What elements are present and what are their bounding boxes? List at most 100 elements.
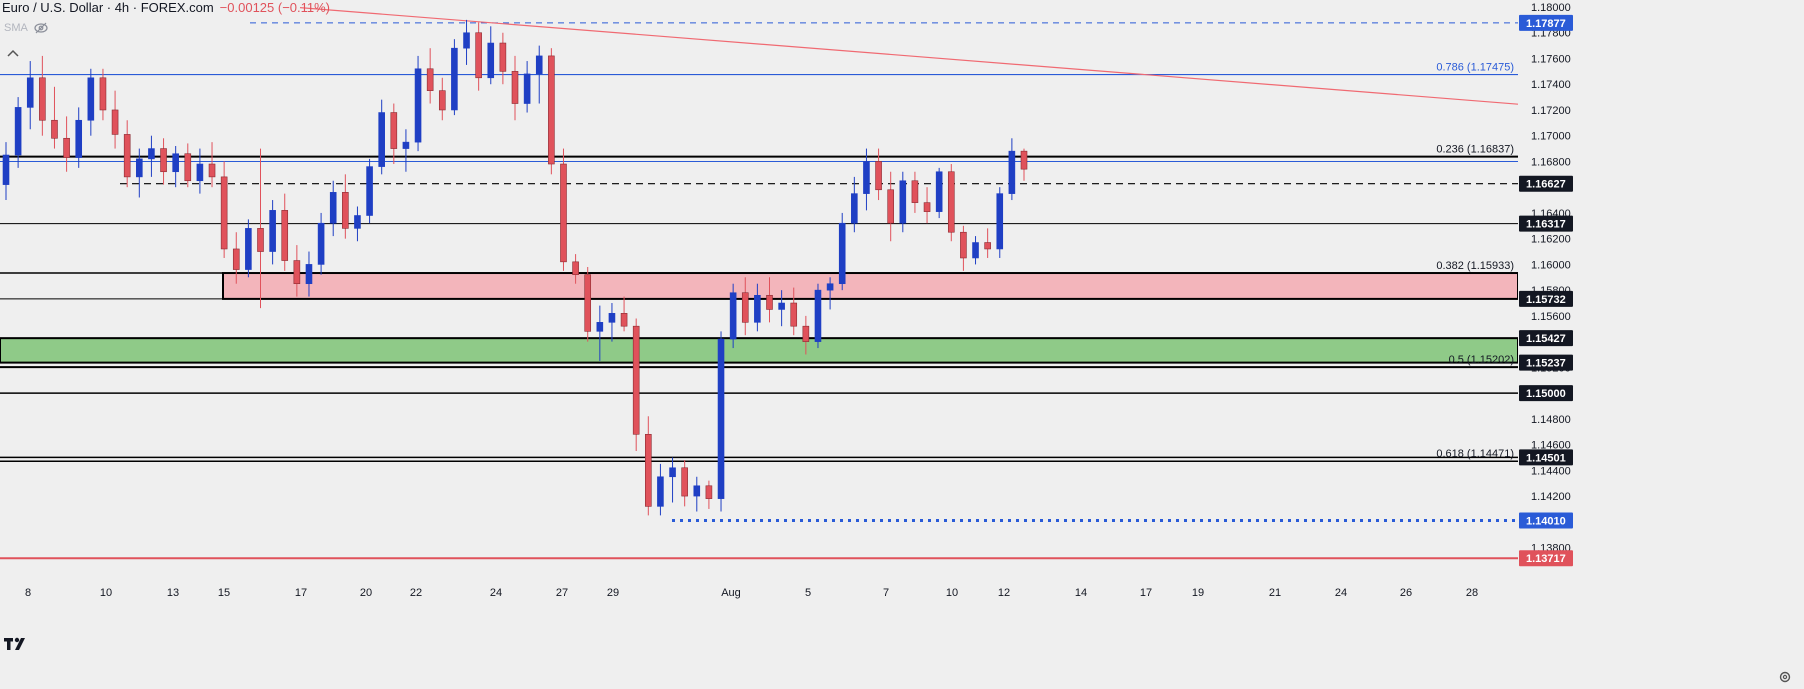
candle-73 — [887, 171, 894, 242]
y-tick-label-0: 1.18000 — [1531, 2, 1571, 14]
candle-77 — [935, 167, 943, 219]
candle-body-14 — [172, 153, 179, 173]
candle-46 — [560, 148, 567, 271]
candle-body-19 — [232, 248, 240, 270]
candle-41 — [499, 32, 507, 85]
fib-label-2: 0.382 (1.15933) — [1436, 260, 1514, 272]
x-tick-label-16: 17 — [1140, 587, 1152, 599]
candle-48 — [584, 266, 592, 342]
candle-62 — [754, 283, 761, 332]
candle-21 — [257, 148, 264, 309]
candle-body-10 — [123, 134, 131, 178]
candle-body-54 — [657, 476, 664, 507]
chevron-up-icon[interactable] — [6, 48, 20, 58]
price-tag-bg-8 — [1519, 512, 1573, 529]
candle-5 — [63, 116, 70, 172]
candle-body-39 — [475, 32, 482, 79]
candle-63 — [766, 277, 773, 323]
price-tag-bg-3 — [1519, 290, 1573, 307]
candle-body-50 — [608, 313, 616, 323]
candle-body-28 — [342, 192, 349, 229]
candle-1 — [14, 97, 22, 168]
price-tag-bg-0 — [1519, 14, 1573, 31]
candle-81 — [984, 228, 991, 258]
candle-body-80 — [972, 242, 979, 259]
candle-55 — [669, 457, 676, 503]
candle-32 — [390, 103, 398, 165]
candle-body-44 — [535, 55, 543, 75]
price-tag-label-1: 1.16627 — [1526, 179, 1566, 191]
price-tag-bg-1 — [1519, 175, 1573, 192]
candle-body-2 — [26, 77, 34, 108]
eye-off-icon[interactable] — [34, 22, 48, 34]
candle-body-31 — [378, 112, 385, 167]
x-tick-label-4: 17 — [295, 587, 307, 599]
symbol-title: Euro / U.S. Dollar · 4h · FOREX.com — [2, 0, 214, 15]
y-tick-label-19: 1.14200 — [1531, 491, 1571, 503]
x-tick-label-3: 15 — [218, 587, 230, 599]
candle-84 — [1020, 148, 1028, 181]
y-tick-label-4: 1.17200 — [1531, 105, 1571, 117]
candle-body-62 — [754, 294, 761, 323]
settings-gear-icon[interactable] — [1778, 670, 1792, 684]
candle-body-30 — [366, 166, 373, 216]
candle-body-15 — [184, 153, 192, 182]
candle-35 — [426, 48, 434, 104]
candle-body-43 — [523, 73, 531, 104]
price-tag-bg-7 — [1519, 449, 1573, 466]
candle-43 — [523, 61, 531, 113]
x-tick-label-1: 10 — [100, 587, 112, 599]
candle-body-37 — [451, 47, 458, 111]
candle-body-59 — [717, 338, 725, 499]
candle-9 — [111, 90, 119, 149]
time-axis[interactable]: 8 10 13 15 17 20 22 24 27 29 Aug 5 7 10 12 14 17 19 21 24 26… — [0, 571, 1518, 689]
price-tag-1: 1.16627 — [1519, 175, 1573, 192]
candle-64 — [778, 290, 785, 327]
candle-44 — [535, 45, 543, 104]
candle-body-42 — [511, 71, 519, 104]
price-tag-6: 1.15000 — [1519, 385, 1573, 402]
candles-layer — [2, 19, 1028, 516]
candle-12 — [148, 135, 155, 177]
candle-body-63 — [766, 294, 773, 310]
green-zone — [0, 337, 1519, 364]
candle-body-45 — [548, 55, 555, 165]
candle-body-77 — [935, 171, 943, 212]
fib-label-3: 0.5 (1.15202) — [1449, 354, 1514, 366]
candle-body-16 — [196, 163, 204, 182]
candle-body-68 — [826, 283, 834, 291]
candle-70 — [851, 176, 858, 233]
x-tick-label-21: 28 — [1466, 587, 1478, 599]
price-tag-bg-6 — [1519, 385, 1573, 402]
x-tick-label-11: 5 — [805, 587, 811, 599]
candle-body-81 — [984, 242, 991, 250]
candle-body-60 — [729, 292, 737, 340]
y-tick-label-12: 1.15600 — [1531, 311, 1571, 323]
candle-body-74 — [899, 180, 907, 224]
y-tick-label-2: 1.17600 — [1531, 53, 1571, 65]
symbol-header[interactable]: Euro / U.S. Dollar · 4h · FOREX.com −0.00… — [2, 0, 330, 15]
x-tick-label-13: 10 — [946, 587, 958, 599]
candle-34 — [414, 55, 422, 152]
candle-body-40 — [487, 42, 495, 79]
price-tag-label-7: 1.14501 — [1526, 452, 1566, 464]
candle-17 — [208, 142, 216, 188]
candle-body-47 — [572, 261, 579, 276]
price-tag-2: 1.16317 — [1519, 215, 1573, 232]
indicator-sma-label[interactable]: SMA — [4, 22, 28, 34]
candle-body-22 — [269, 210, 276, 252]
price-tag-4: 1.15427 — [1519, 330, 1573, 347]
candle-body-52 — [632, 325, 640, 435]
fib-labels-layer: 0.786 (1.17475) 0.236 (1.16837) 0.382 (1.1… — [1436, 62, 1514, 461]
candle-36 — [438, 77, 446, 121]
candle-26 — [317, 212, 325, 275]
candle-22 — [269, 200, 276, 265]
candle-body-83 — [1008, 150, 1016, 194]
x-tick-label-0: 8 — [25, 587, 31, 599]
candle-body-13 — [160, 148, 167, 173]
candle-53 — [645, 416, 652, 516]
candle-body-26 — [317, 222, 325, 265]
tradingview-logo-icon[interactable] — [4, 636, 34, 652]
y-tick-label-3: 1.17400 — [1531, 79, 1571, 91]
